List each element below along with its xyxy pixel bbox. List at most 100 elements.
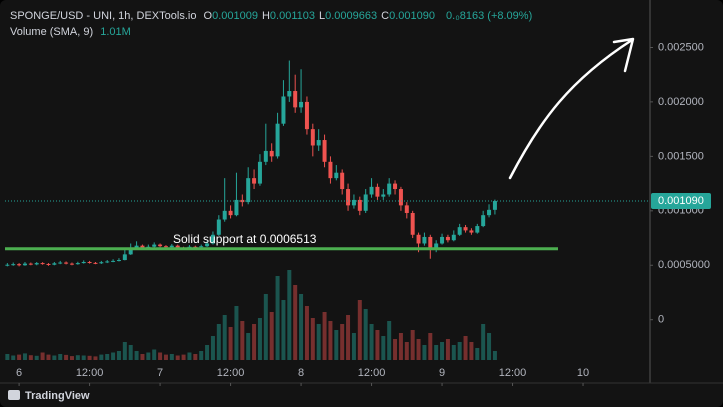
candle-body [481,215,486,227]
volume-bar [457,342,462,360]
volume-bar [122,342,127,360]
candle-body [457,227,462,235]
x-tick-label: 9 [439,367,445,379]
candle-body [346,189,351,206]
volume-bar [322,312,327,360]
candle-body [46,263,51,265]
candle-body [381,194,386,197]
volume-bar [346,315,351,360]
volume-bar [281,300,286,360]
candle-body [163,246,168,248]
candle-body [487,209,492,216]
volume-bar [340,324,345,360]
volume-bar [299,294,304,360]
y-tick-label: 0.001500 [658,150,704,162]
volume-bar [81,355,86,360]
volume-bar [58,354,63,360]
candle-body [275,123,280,157]
candle-body [234,199,239,216]
ohlc-value: 0.001090 [389,10,435,22]
candle-body [111,260,116,262]
x-tick-label: 12:00 [499,367,527,379]
candle-body [246,178,251,203]
candle-body [205,243,210,247]
candle-body [451,234,456,241]
candle-body [228,210,233,216]
volume-bar [328,321,333,360]
volume-bar [369,324,374,360]
candle-body [81,261,86,264]
ohlc-key: L [319,10,326,22]
candle-body [193,246,198,248]
candle-body [40,263,45,265]
volume-bar [293,285,298,360]
volume-bar [263,294,268,360]
candle-body [75,263,80,265]
last-price-label: 0.001090 [658,195,704,207]
volume-bar [463,336,468,360]
x-tick-label: 7 [157,367,163,379]
volume-bar [240,321,245,360]
volume-bar [487,333,492,360]
candle-body [22,263,27,266]
volume-bar [287,270,292,360]
candle-body [440,236,445,244]
volume-bar [316,324,321,360]
volume-bar [22,353,27,360]
volume-bar [398,333,403,360]
volume-bar [152,349,157,360]
volume-bar [416,339,421,360]
volume-bar [46,354,51,360]
volume-bar [163,354,168,360]
ohlc-key: O [203,10,213,22]
candle-body [310,129,315,146]
candle-body [492,201,497,210]
candle-body [316,140,321,146]
volume-bar [393,339,398,360]
volume-bar [75,355,80,360]
x-tick-label: 12:00 [217,367,245,379]
change: 0.₀8163 (+8.09%) [446,10,533,22]
candle-body [58,262,63,264]
x-tick-label: 8 [298,367,304,379]
candle-body [387,183,392,195]
symbol-title: SPONGE/USD - UNI, 1h, DEXTools.io [10,10,197,22]
y-tick-label: 0.002500 [658,41,704,53]
candle-body [28,263,33,265]
candle-body [69,263,74,265]
x-tick-label: 6 [16,367,22,379]
candle-body [263,150,268,162]
volume-bar [158,352,163,360]
volume-bar [99,354,104,360]
candle-body [34,263,39,265]
candle-body [17,264,22,266]
ohlc-value: 0.001103 [269,10,315,22]
candle-body [304,101,309,130]
candle-body [428,236,433,249]
volume-bar [434,345,439,360]
candle-body [99,262,104,264]
candle-body [134,245,139,248]
candle-body [199,246,204,248]
ohlc-value: 0.001009 [212,10,258,22]
x-tick-label: 12:00 [358,367,386,379]
candle-body [375,186,380,197]
volume-bar [5,354,10,360]
candle-body [445,236,450,241]
volume-bar [175,355,180,360]
volume-bar [134,351,139,360]
x-tick-label: 10 [577,367,589,379]
volume-bar [304,306,309,360]
volume-bar [87,355,92,360]
volume-bar [310,318,315,360]
ohlc-values: O0.001009 H0.001103 L0.0009663 C0.001090 [204,10,439,22]
candle-body [398,189,403,206]
candle-body [340,172,345,190]
volume-bar [93,356,98,360]
candle-body [252,178,257,184]
candle-body [210,234,215,244]
candle-body [52,263,57,265]
ohlc-value: 0.0009663 [325,10,378,22]
last-price-box [651,193,711,210]
